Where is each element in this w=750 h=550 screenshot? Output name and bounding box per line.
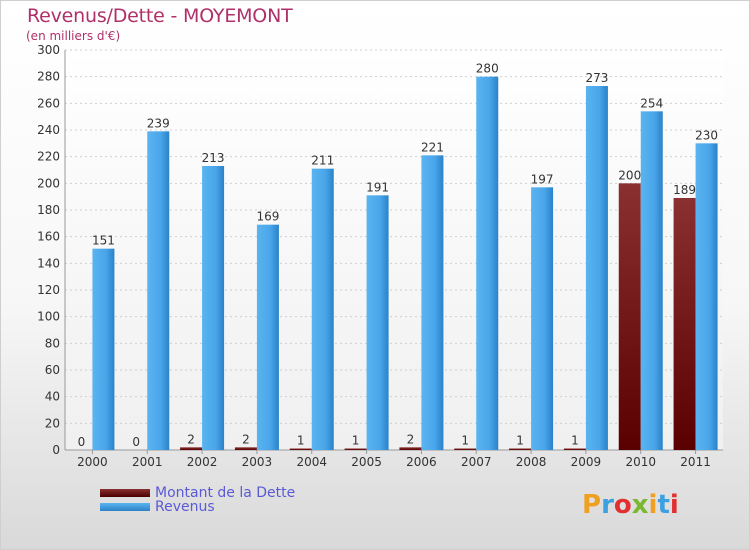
bar-revenus — [366, 195, 389, 450]
legend-swatch-debt — [100, 489, 150, 497]
bar-revenus — [585, 86, 608, 450]
bar-revenus — [531, 187, 554, 451]
y-tick-label: 260 — [37, 96, 60, 110]
logo-letter: o — [613, 490, 632, 520]
legend-swatch-revenue — [100, 503, 150, 511]
x-tick-label: 2000 — [77, 455, 108, 469]
x-tick-label: 2008 — [516, 455, 547, 469]
data-label: 2 — [187, 432, 195, 446]
bar-dette — [509, 448, 532, 450]
x-tick-label: 2010 — [625, 455, 656, 469]
x-tick-label: 2006 — [406, 455, 437, 469]
data-label: 200 — [618, 168, 641, 182]
data-label: 211 — [311, 154, 334, 168]
bar-dette — [180, 447, 203, 450]
data-label: 0 — [132, 435, 140, 449]
x-tick-label: 2003 — [242, 455, 273, 469]
chart-subtitle: (en milliers d'€) — [26, 29, 121, 43]
y-tick-label: 220 — [37, 150, 60, 164]
x-tick-label: 2007 — [461, 455, 492, 469]
y-tick-label: 140 — [37, 256, 60, 270]
data-label: 151 — [92, 234, 115, 248]
logo-letter: P — [582, 490, 602, 520]
y-tick-label: 300 — [37, 43, 60, 57]
plot-area — [65, 50, 723, 450]
data-label: 221 — [421, 140, 444, 154]
data-label: 239 — [147, 116, 170, 130]
logo-letter: t — [657, 490, 670, 520]
x-tick-label: 2005 — [351, 455, 382, 469]
data-label: 169 — [256, 210, 279, 224]
bar-dette — [399, 447, 422, 450]
bar-dette — [234, 447, 257, 450]
data-label: 230 — [695, 128, 718, 142]
data-label: 1 — [461, 434, 469, 448]
chart-title: Revenus/Dette - MOYEMONT — [27, 5, 293, 27]
legend-label-debt: Montant de la Dette — [155, 485, 296, 501]
legend-label-revenue: Revenus — [155, 499, 215, 515]
y-tick-label: 240 — [37, 123, 60, 137]
data-label: 254 — [640, 96, 663, 110]
bar-revenus — [695, 143, 718, 451]
bar-revenus — [92, 248, 115, 450]
bar-revenus — [311, 168, 334, 450]
logo-letter: i — [648, 490, 658, 520]
bar-revenus — [421, 155, 444, 451]
data-label: 280 — [476, 62, 499, 76]
bar-revenus — [476, 76, 499, 451]
logo-letter: i — [669, 490, 679, 520]
data-label: 197 — [531, 172, 554, 186]
bar-revenus — [640, 111, 663, 450]
bar-dette — [673, 198, 696, 450]
data-label: 1 — [297, 434, 305, 448]
x-tick-label: 2011 — [680, 455, 711, 469]
x-tick-label: 2004 — [296, 455, 327, 469]
x-tick-label: 2002 — [187, 455, 218, 469]
y-tick-label: 160 — [37, 230, 60, 244]
data-label: 2 — [407, 432, 415, 446]
y-tick-label: 0 — [52, 443, 60, 457]
y-tick-label: 120 — [37, 283, 60, 297]
data-label: 0 — [78, 435, 86, 449]
logo-letter: r — [601, 490, 614, 520]
logo-letter: x — [631, 490, 649, 520]
bar-revenus — [147, 131, 170, 451]
y-tick-label: 200 — [37, 176, 60, 190]
y-tick-label: 60 — [45, 363, 60, 377]
bar-dette — [563, 448, 586, 450]
data-label: 1 — [571, 434, 579, 448]
data-label: 273 — [585, 71, 608, 85]
bar-dette — [618, 183, 641, 451]
x-tick-label: 2009 — [571, 455, 602, 469]
data-label: 1 — [516, 434, 524, 448]
y-tick-label: 280 — [37, 70, 60, 84]
y-tick-label: 20 — [45, 416, 60, 430]
y-tick-label: 100 — [37, 310, 60, 324]
y-tick-label: 180 — [37, 203, 60, 217]
data-label: 1 — [352, 434, 360, 448]
bar-dette — [289, 448, 312, 450]
x-tick-label: 2001 — [132, 455, 163, 469]
y-tick-label: 40 — [45, 390, 60, 404]
data-label: 191 — [366, 180, 389, 194]
data-label: 2 — [242, 432, 250, 446]
proxiti-logo: Proxiti — [582, 490, 679, 520]
bar-dette — [454, 448, 477, 450]
bar-revenus — [202, 166, 225, 450]
y-tick-label: 80 — [45, 336, 60, 350]
data-label: 189 — [673, 183, 696, 197]
data-label: 213 — [202, 151, 225, 165]
bar-revenus — [256, 224, 279, 450]
bar-dette — [344, 448, 367, 450]
